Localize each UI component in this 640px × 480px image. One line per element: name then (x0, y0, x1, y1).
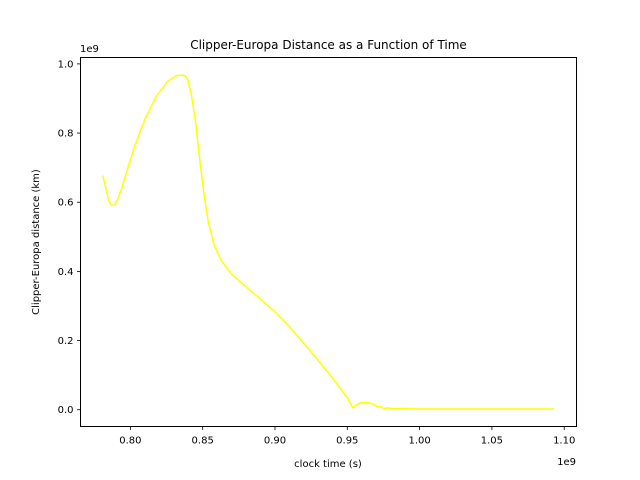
x-tick-label: 1.10 (553, 436, 575, 447)
y-tick-label: 0.4 (58, 267, 74, 278)
x-tick-label: 0.90 (264, 436, 286, 447)
plot-area (80, 57, 577, 427)
y-axis-scale-label: 1e9 (80, 44, 99, 55)
x-tick-label: 1.00 (408, 436, 430, 447)
y-tick-label: 1.0 (58, 59, 74, 70)
plot-frame (80, 57, 577, 427)
x-tick-label: 0.95 (336, 436, 358, 447)
series-layer (102, 74, 555, 410)
x-axis-scale-label: 1e9 (557, 457, 576, 468)
y-tick-label: 0.0 (58, 405, 74, 416)
y-axis-ticks: 0.0 0.2 0.4 0.6 0.8 1.0 (58, 59, 81, 416)
x-tick-label: 0.80 (119, 436, 141, 447)
x-tick-label: 0.85 (192, 436, 214, 447)
x-axis-ticks: 0.80 0.85 0.90 0.95 1.00 1.05 1.10 (119, 426, 575, 447)
x-axis-label: clock time (s) (294, 459, 362, 470)
y-tick-label: 0.8 (58, 129, 74, 140)
x-tick-label: 1.05 (481, 436, 503, 447)
y-tick-label: 0.2 (58, 336, 74, 347)
series-line (102, 74, 555, 410)
y-tick-label: 0.6 (58, 198, 74, 209)
chart-title: Clipper-Europa Distance as a Function of… (190, 38, 467, 52)
y-axis-label: Clipper-Europa distance (km) (31, 169, 42, 315)
